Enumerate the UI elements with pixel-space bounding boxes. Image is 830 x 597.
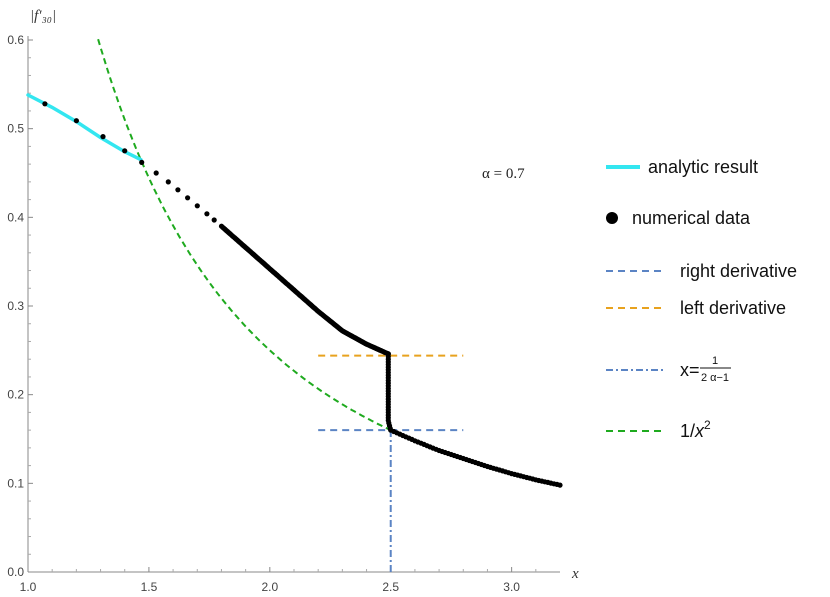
- series-layer: [26, 38, 464, 572]
- legend-label-inverse-square: 1/x2: [680, 418, 711, 441]
- legend-label-vline-prefix: x=: [680, 360, 700, 380]
- x-axis-label: x: [571, 566, 579, 582]
- data-point: [165, 179, 171, 185]
- legend-label-analytic: analytic result: [648, 157, 758, 177]
- legend-inverse-var: x: [694, 421, 705, 441]
- data-point: [211, 217, 217, 223]
- data-point: [153, 170, 159, 176]
- data-point: [139, 159, 145, 165]
- y-tick-label: 0.2: [7, 388, 24, 402]
- alpha-annotation: α = 0.7: [482, 166, 525, 182]
- legend-label-right-derivative: right derivative: [680, 261, 797, 281]
- y-tick-label: 0.1: [7, 476, 24, 490]
- data-point: [204, 211, 210, 217]
- x-tick-label: 1.5: [141, 580, 158, 594]
- data-point: [42, 101, 48, 107]
- y-tick-label: 0.4: [7, 210, 24, 224]
- legend-swatch-numerical: [606, 212, 618, 224]
- data-point: [185, 195, 191, 201]
- y-tick-label: 0.3: [7, 299, 24, 313]
- x-tick-label: 2.0: [261, 580, 278, 594]
- legend: analytic result numerical data right der…: [606, 157, 797, 441]
- legend-label-vline-denominator: 2 α−1: [701, 372, 729, 384]
- legend-inverse-base: 1/: [680, 421, 695, 441]
- legend-inverse-exp: 2: [704, 418, 711, 432]
- x-tick-label: 3.0: [503, 580, 520, 594]
- data-point: [194, 203, 200, 209]
- y-tick-label: 0.5: [7, 122, 24, 136]
- legend-label-left-derivative: left derivative: [680, 298, 786, 318]
- y-axis-label: |f′₃₀|: [30, 8, 56, 24]
- numerical-data-points: [42, 101, 563, 488]
- x-tick-label: 1.0: [20, 580, 37, 594]
- ticks: 1.0 1.5 2.0 2.5 3.0 0.0 0.1 0.2 0.3 0.4 0.5 0.6: [7, 33, 537, 594]
- data-point: [122, 148, 128, 154]
- y-tick-label: 0.0: [7, 565, 24, 579]
- series-inverse-square: [97, 38, 392, 432]
- legend-label-numerical: numerical data: [632, 208, 751, 228]
- data-point: [100, 134, 106, 140]
- data-point: [557, 482, 563, 488]
- series-analytic: [26, 93, 143, 162]
- y-tick-label: 0.6: [7, 33, 24, 47]
- legend-label-vline-numerator: 1: [712, 355, 718, 367]
- data-point: [73, 118, 79, 124]
- x-tick-label: 2.5: [382, 580, 399, 594]
- data-point: [175, 187, 181, 193]
- axes: [27, 36, 560, 573]
